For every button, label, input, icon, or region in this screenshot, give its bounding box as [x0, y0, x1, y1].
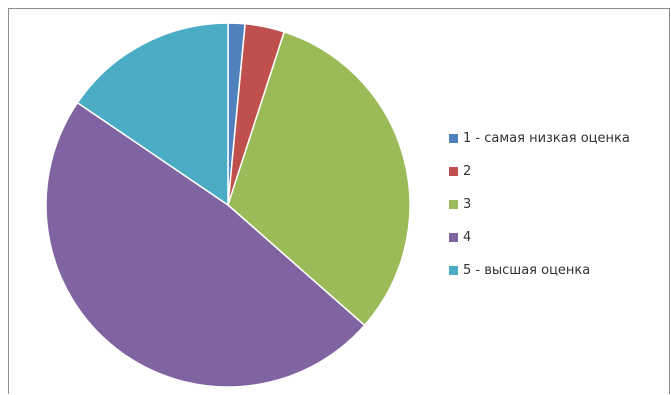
- legend-swatch-3: [449, 200, 458, 209]
- pie-slice-5: [76, 22, 229, 207]
- legend-item-2: 2: [449, 155, 630, 188]
- pie-slice-4: [45, 101, 366, 388]
- legend-swatch-5: [449, 266, 458, 275]
- legend-label-2: 2: [463, 164, 472, 179]
- legend-label-1: 1 - самая низкая оценка: [463, 131, 630, 146]
- legend-item-4: 4: [449, 221, 630, 254]
- legend-item-3: 3: [449, 188, 630, 221]
- pie-slice-3: [227, 30, 411, 327]
- legend-item-5: 5 - высшая оценка: [449, 254, 630, 287]
- legend-swatch-4: [449, 233, 458, 242]
- legend-item-1: 1 - самая низкая оценка: [449, 122, 630, 155]
- legend-label-5: 5 - высшая оценка: [463, 263, 591, 278]
- legend-swatch-2: [449, 167, 458, 176]
- legend-label-3: 3: [463, 197, 472, 212]
- legend: 1 - самая низкая оценка 2 3 4 5 - высшая…: [449, 122, 630, 287]
- legend-label-4: 4: [463, 230, 472, 245]
- legend-swatch-1: [449, 134, 458, 143]
